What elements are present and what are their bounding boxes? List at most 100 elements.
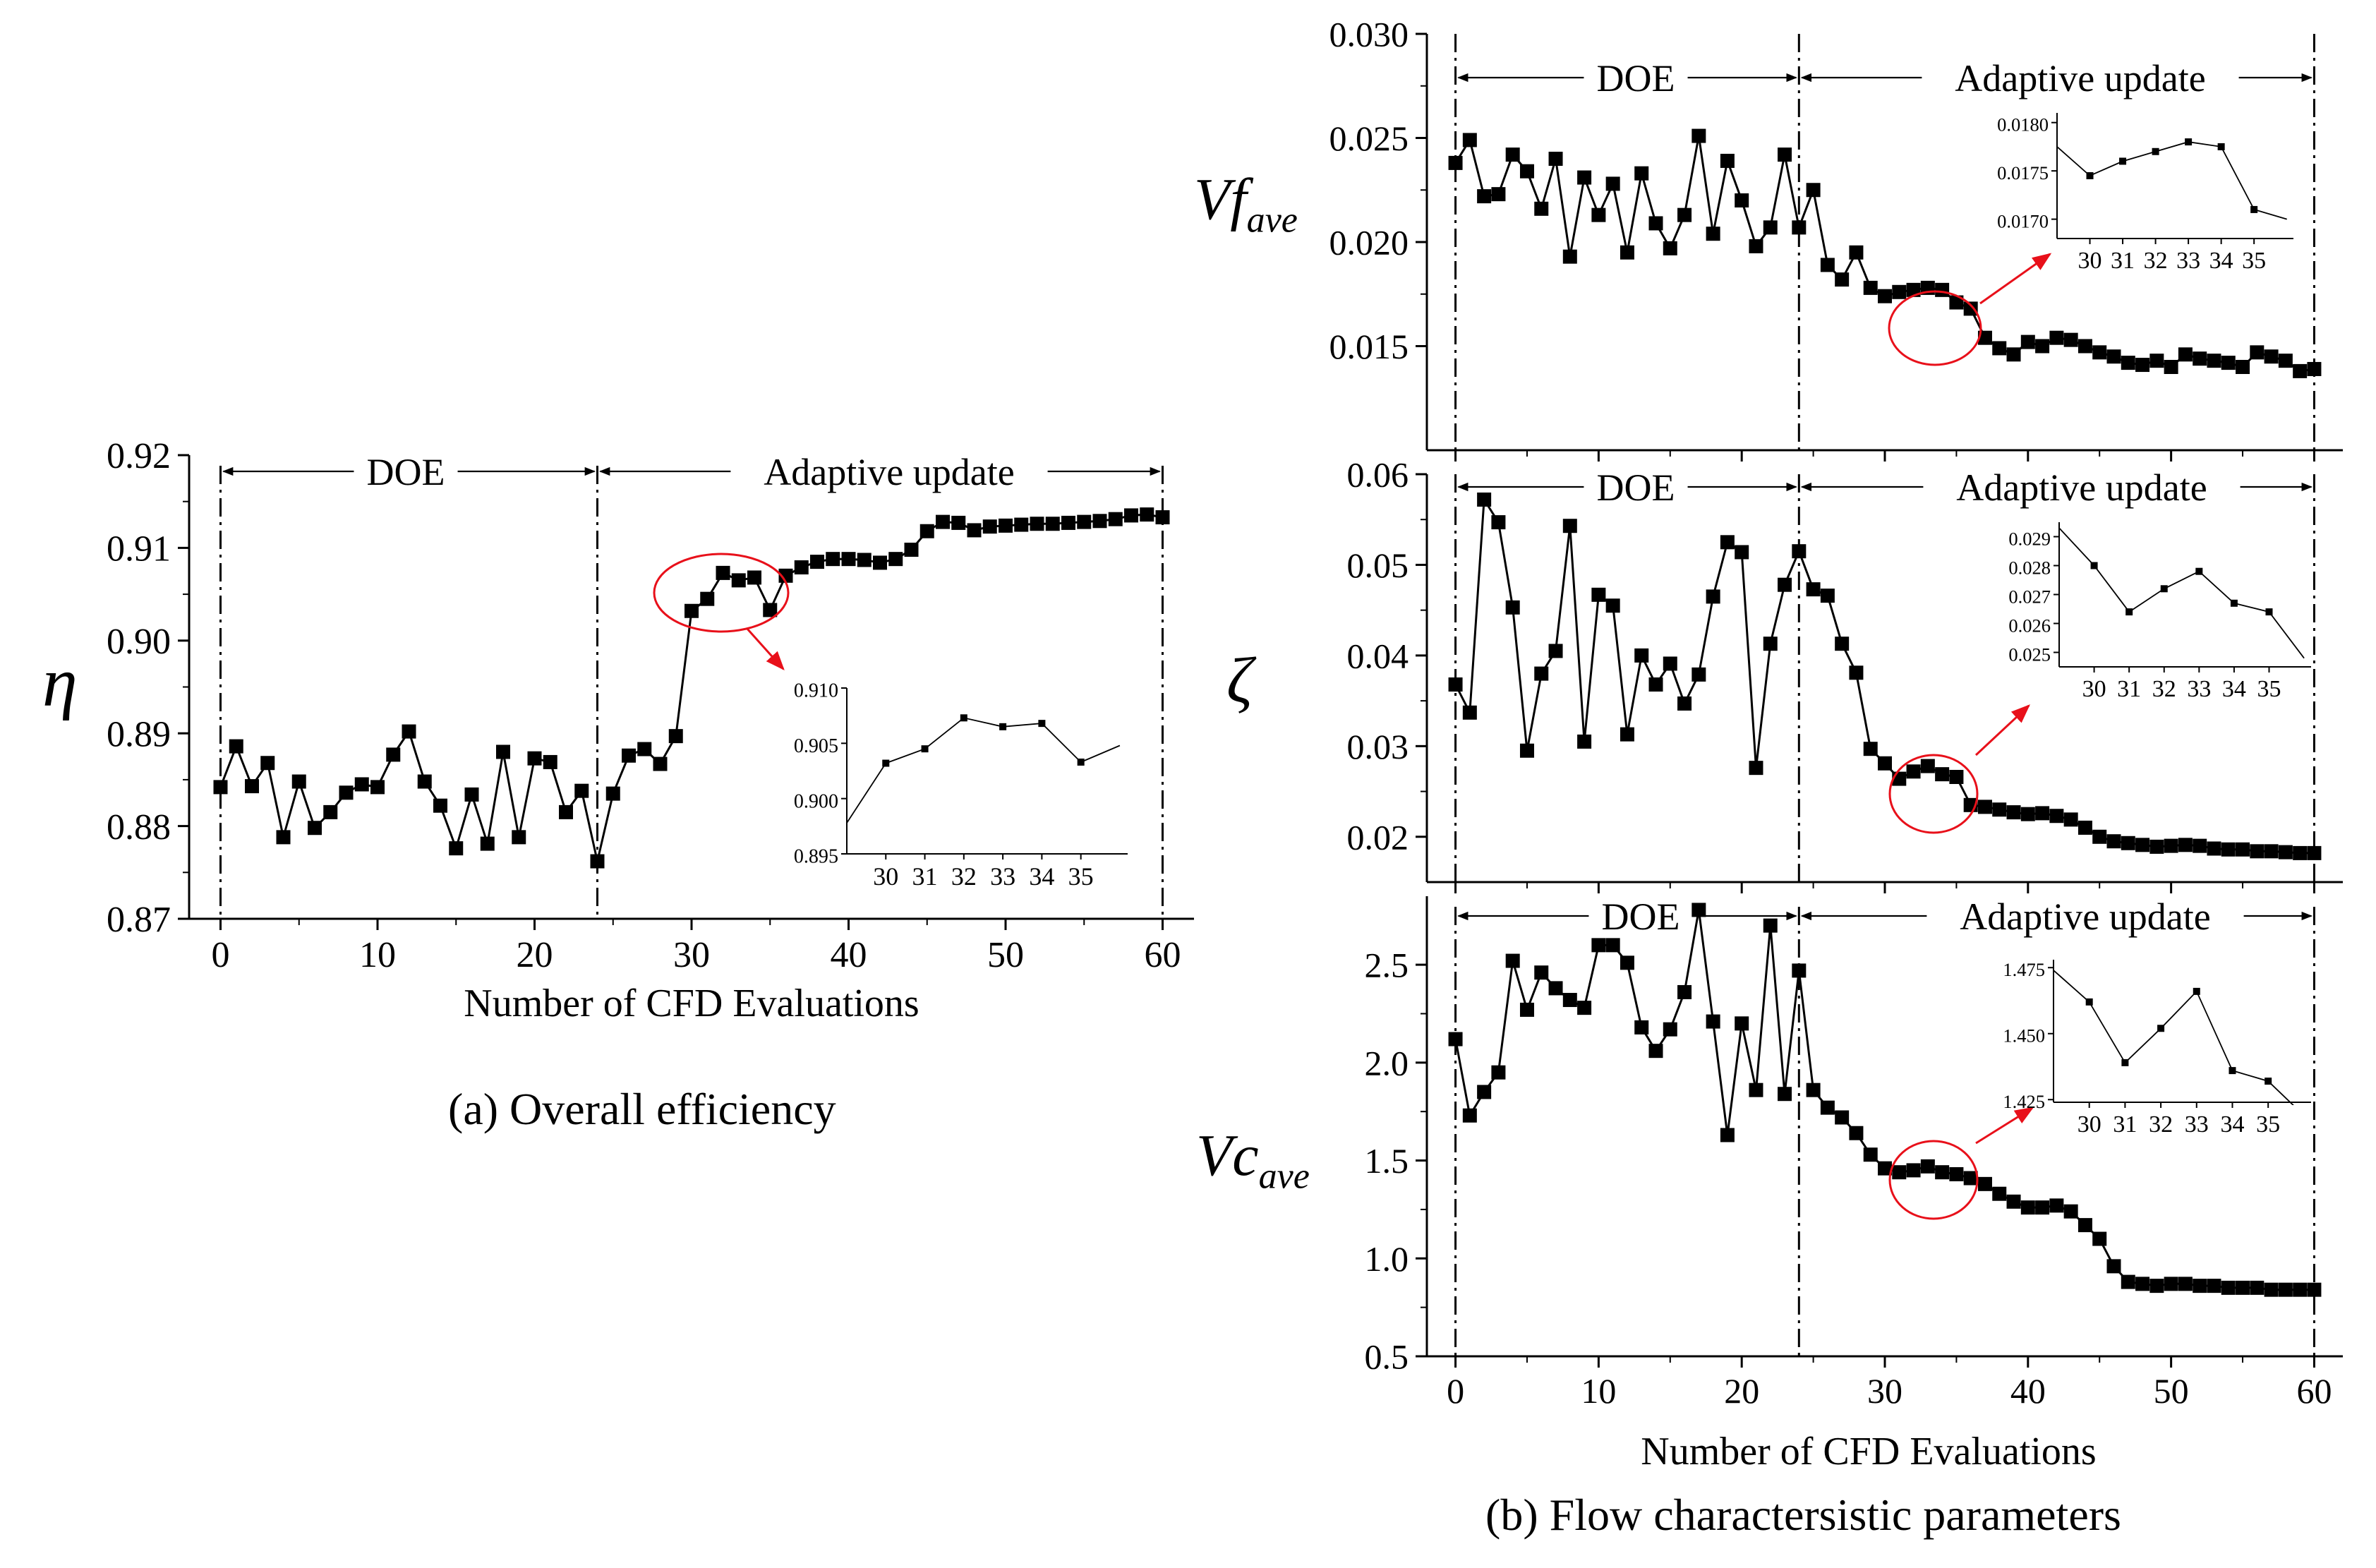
data-point — [1949, 295, 1964, 310]
data-point — [1820, 589, 1835, 603]
data-point — [1820, 258, 1835, 272]
data-point — [2250, 345, 2265, 360]
data-point — [1677, 207, 1692, 222]
inset-data-point — [2195, 567, 2203, 575]
inset-series-line — [847, 717, 1121, 824]
data-point — [794, 560, 809, 574]
data-point — [1124, 508, 1138, 523]
data-point — [1448, 677, 1463, 692]
data-point — [1935, 282, 1950, 297]
data-point — [2178, 1277, 2193, 1291]
inset-data-point — [2125, 608, 2133, 616]
data-point — [1735, 545, 1749, 560]
data-point — [1920, 759, 1935, 773]
inset-data-point — [2160, 585, 2168, 593]
data-point — [2307, 1282, 2322, 1297]
data-point — [2193, 1279, 2207, 1293]
data-point — [653, 756, 668, 771]
y-tick-label: 0.020 — [1329, 223, 1409, 263]
data-point — [1634, 1020, 1649, 1035]
data-point — [1534, 201, 1549, 216]
data-point — [1448, 155, 1463, 170]
data-point — [402, 724, 416, 739]
data-point — [2135, 358, 2150, 373]
data-point — [1505, 600, 1520, 615]
data-point — [1491, 187, 1506, 202]
data-point — [2035, 806, 2050, 821]
data-point — [1906, 1163, 1921, 1178]
highlight-circle — [1888, 1140, 1979, 1220]
inset-y-tick-label: 0.029 — [2008, 528, 2051, 549]
data-point — [2164, 838, 2178, 853]
data-point — [1706, 1014, 1720, 1029]
data-point — [2264, 1282, 2279, 1297]
data-point — [1792, 963, 1807, 978]
x-tick-label: 20 — [1724, 1371, 1759, 1411]
inset-data-point — [2229, 1067, 2236, 1075]
data-point — [1849, 245, 1864, 260]
data-point — [2020, 1200, 2035, 1215]
data-point — [2063, 1204, 2078, 1219]
inset-y-tick-label: 0.025 — [2008, 644, 2051, 665]
data-point — [1519, 164, 1534, 179]
data-point — [1706, 227, 1720, 241]
inset-series-line — [2059, 527, 2305, 659]
data-point — [2020, 334, 2035, 349]
caption-a: (a) Overall efficiency — [448, 1084, 836, 1134]
data-point — [2135, 1277, 2150, 1291]
inset-y-tick-label: 0.0175 — [1997, 162, 2049, 183]
data-point — [464, 787, 479, 802]
data-point — [1720, 535, 1735, 550]
y-tick-label: 0.015 — [1329, 327, 1409, 366]
data-point — [1749, 239, 1763, 253]
data-point — [1677, 984, 1692, 999]
data-point — [2020, 807, 2035, 821]
data-point — [354, 777, 369, 792]
data-point — [1735, 193, 1749, 207]
data-point — [1462, 705, 1477, 720]
data-point — [2092, 345, 2107, 360]
data-point — [1577, 170, 1592, 185]
data-point — [1963, 1171, 1978, 1186]
data-point — [2149, 354, 2164, 368]
data-point — [685, 603, 699, 618]
data-point — [2049, 809, 2064, 824]
data-point — [747, 570, 761, 585]
phase-label-adaptive: Adaptive update — [1960, 895, 2210, 938]
data-point — [1605, 598, 1620, 613]
inset-series-line — [2057, 141, 2287, 220]
data-point — [1548, 644, 1563, 658]
data-point — [873, 555, 887, 570]
y-tick-label: 2.5 — [1365, 946, 1409, 985]
x-tick-label: 60 — [1145, 935, 1181, 975]
data-point — [260, 756, 275, 771]
data-point — [778, 568, 793, 583]
x-tick-label: 30 — [673, 935, 710, 975]
data-point — [433, 798, 447, 813]
inset-y-tick-label: 1.475 — [2003, 959, 2045, 980]
data-point — [951, 515, 966, 530]
data-point — [2149, 1279, 2164, 1293]
data-point — [1778, 147, 1792, 162]
inset-x-tick-label: 31 — [2117, 676, 2141, 702]
y-tick-label: 1.0 — [1365, 1239, 1409, 1279]
data-point — [1534, 666, 1549, 681]
data-point — [1749, 761, 1763, 776]
data-point — [2149, 839, 2164, 854]
y-axis-label-subscript: ave — [1247, 200, 1298, 240]
x-tick-label: 50 — [2154, 1371, 2189, 1411]
y-tick-label: 0.05 — [1347, 545, 1409, 585]
y-tick-label: 0.90 — [107, 622, 171, 662]
y-axis-label: η — [42, 643, 78, 721]
data-point — [245, 779, 259, 794]
phase-label-adaptive: Adaptive update — [764, 451, 1014, 493]
data-point — [904, 543, 919, 557]
data-point — [2264, 349, 2279, 364]
phase-label-adaptive: Adaptive update — [1956, 466, 2207, 509]
data-point — [1920, 1159, 1935, 1174]
data-point — [2293, 845, 2308, 860]
data-point — [1548, 981, 1563, 996]
inset-x-tick-label: 34 — [2220, 1111, 2244, 1138]
data-point — [1462, 133, 1477, 147]
